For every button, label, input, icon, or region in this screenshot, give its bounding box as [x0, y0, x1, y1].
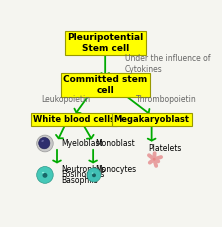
Text: Megakaryoblast: Megakaryoblast [114, 115, 190, 124]
Text: Monocytes: Monocytes [96, 165, 137, 174]
Ellipse shape [42, 173, 48, 178]
Text: Platelets: Platelets [148, 144, 182, 153]
Ellipse shape [42, 172, 44, 173]
Text: White blood cells: White blood cells [33, 115, 115, 124]
Text: Eosinophils: Eosinophils [61, 170, 105, 179]
Text: Committed stem
cell: Committed stem cell [63, 75, 147, 95]
Text: Neutrophils: Neutrophils [61, 165, 106, 174]
Text: Under the influence of
Cytokines: Under the influence of Cytokines [125, 54, 210, 74]
Circle shape [153, 158, 156, 161]
Ellipse shape [42, 140, 44, 142]
Circle shape [37, 135, 53, 152]
Text: Pleuripotential
Stem cell: Pleuripotential Stem cell [67, 33, 143, 53]
Circle shape [37, 167, 53, 183]
Ellipse shape [92, 173, 96, 177]
Text: Myeloblast: Myeloblast [61, 139, 103, 148]
Ellipse shape [92, 173, 94, 174]
Text: Leukopoietin: Leukopoietin [42, 95, 91, 104]
Circle shape [39, 137, 50, 149]
Circle shape [87, 168, 101, 182]
Text: Monoblast: Monoblast [96, 139, 135, 148]
Text: Thrombopoietin: Thrombopoietin [136, 95, 197, 104]
Text: Basophils: Basophils [61, 176, 98, 185]
